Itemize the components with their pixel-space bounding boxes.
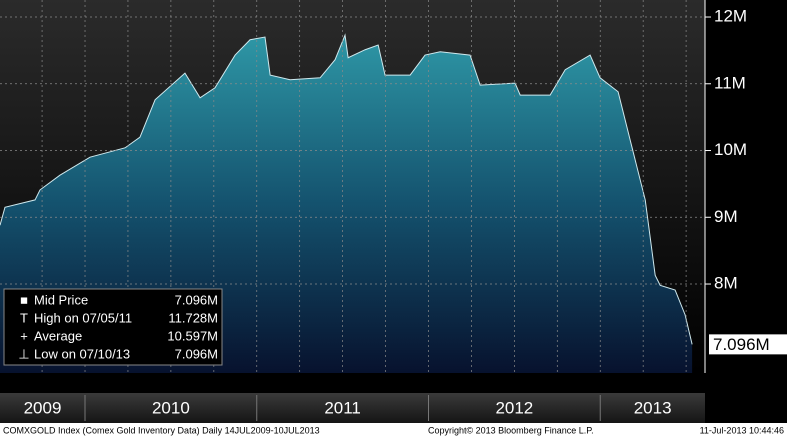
last-value-label: 7.096M (713, 335, 770, 354)
year-band (0, 393, 705, 423)
legend-box (3, 288, 223, 366)
footer-background (0, 423, 787, 439)
year-label: 2012 (495, 398, 533, 417)
footer-right: 11-Jul-2013 10:44:46 (700, 425, 784, 435)
year-label: 2010 (152, 398, 190, 417)
year-label: 2009 (24, 398, 62, 417)
legend-label: High on 07/05/11 (34, 310, 132, 325)
footer-center: Copyright© 2013 Bloomberg Finance L.P. (428, 425, 594, 435)
legend-symbol: T (20, 310, 28, 325)
legend-value: 11.728M (168, 310, 218, 325)
year-label: 2011 (324, 398, 361, 417)
legend-value: 10.597M (167, 328, 218, 343)
legend-label: Average (34, 328, 82, 343)
y-tick-label: 8M (714, 274, 738, 293)
legend-label: Mid Price (34, 292, 88, 307)
y-tick-label: 12M (714, 7, 747, 26)
last-value-box (709, 334, 787, 355)
y-tick-label: 10M (714, 140, 747, 159)
legend-value: 7.096M (175, 346, 218, 361)
legend-symbol: + (20, 328, 28, 343)
y-tick-label: 11M (714, 73, 746, 92)
y-tick-label: 9M (714, 207, 738, 226)
legend-value: 7.096M (175, 292, 218, 307)
legend-symbol: ■ (20, 292, 28, 307)
footer-left: COMXGOLD Index (Comex Gold Inventory Dat… (3, 425, 320, 435)
legend-symbol: ⊥ (18, 346, 29, 361)
legend-label: Low on 07/10/13 (34, 346, 130, 361)
year-label: 2013 (634, 398, 672, 417)
line (0, 33, 693, 345)
